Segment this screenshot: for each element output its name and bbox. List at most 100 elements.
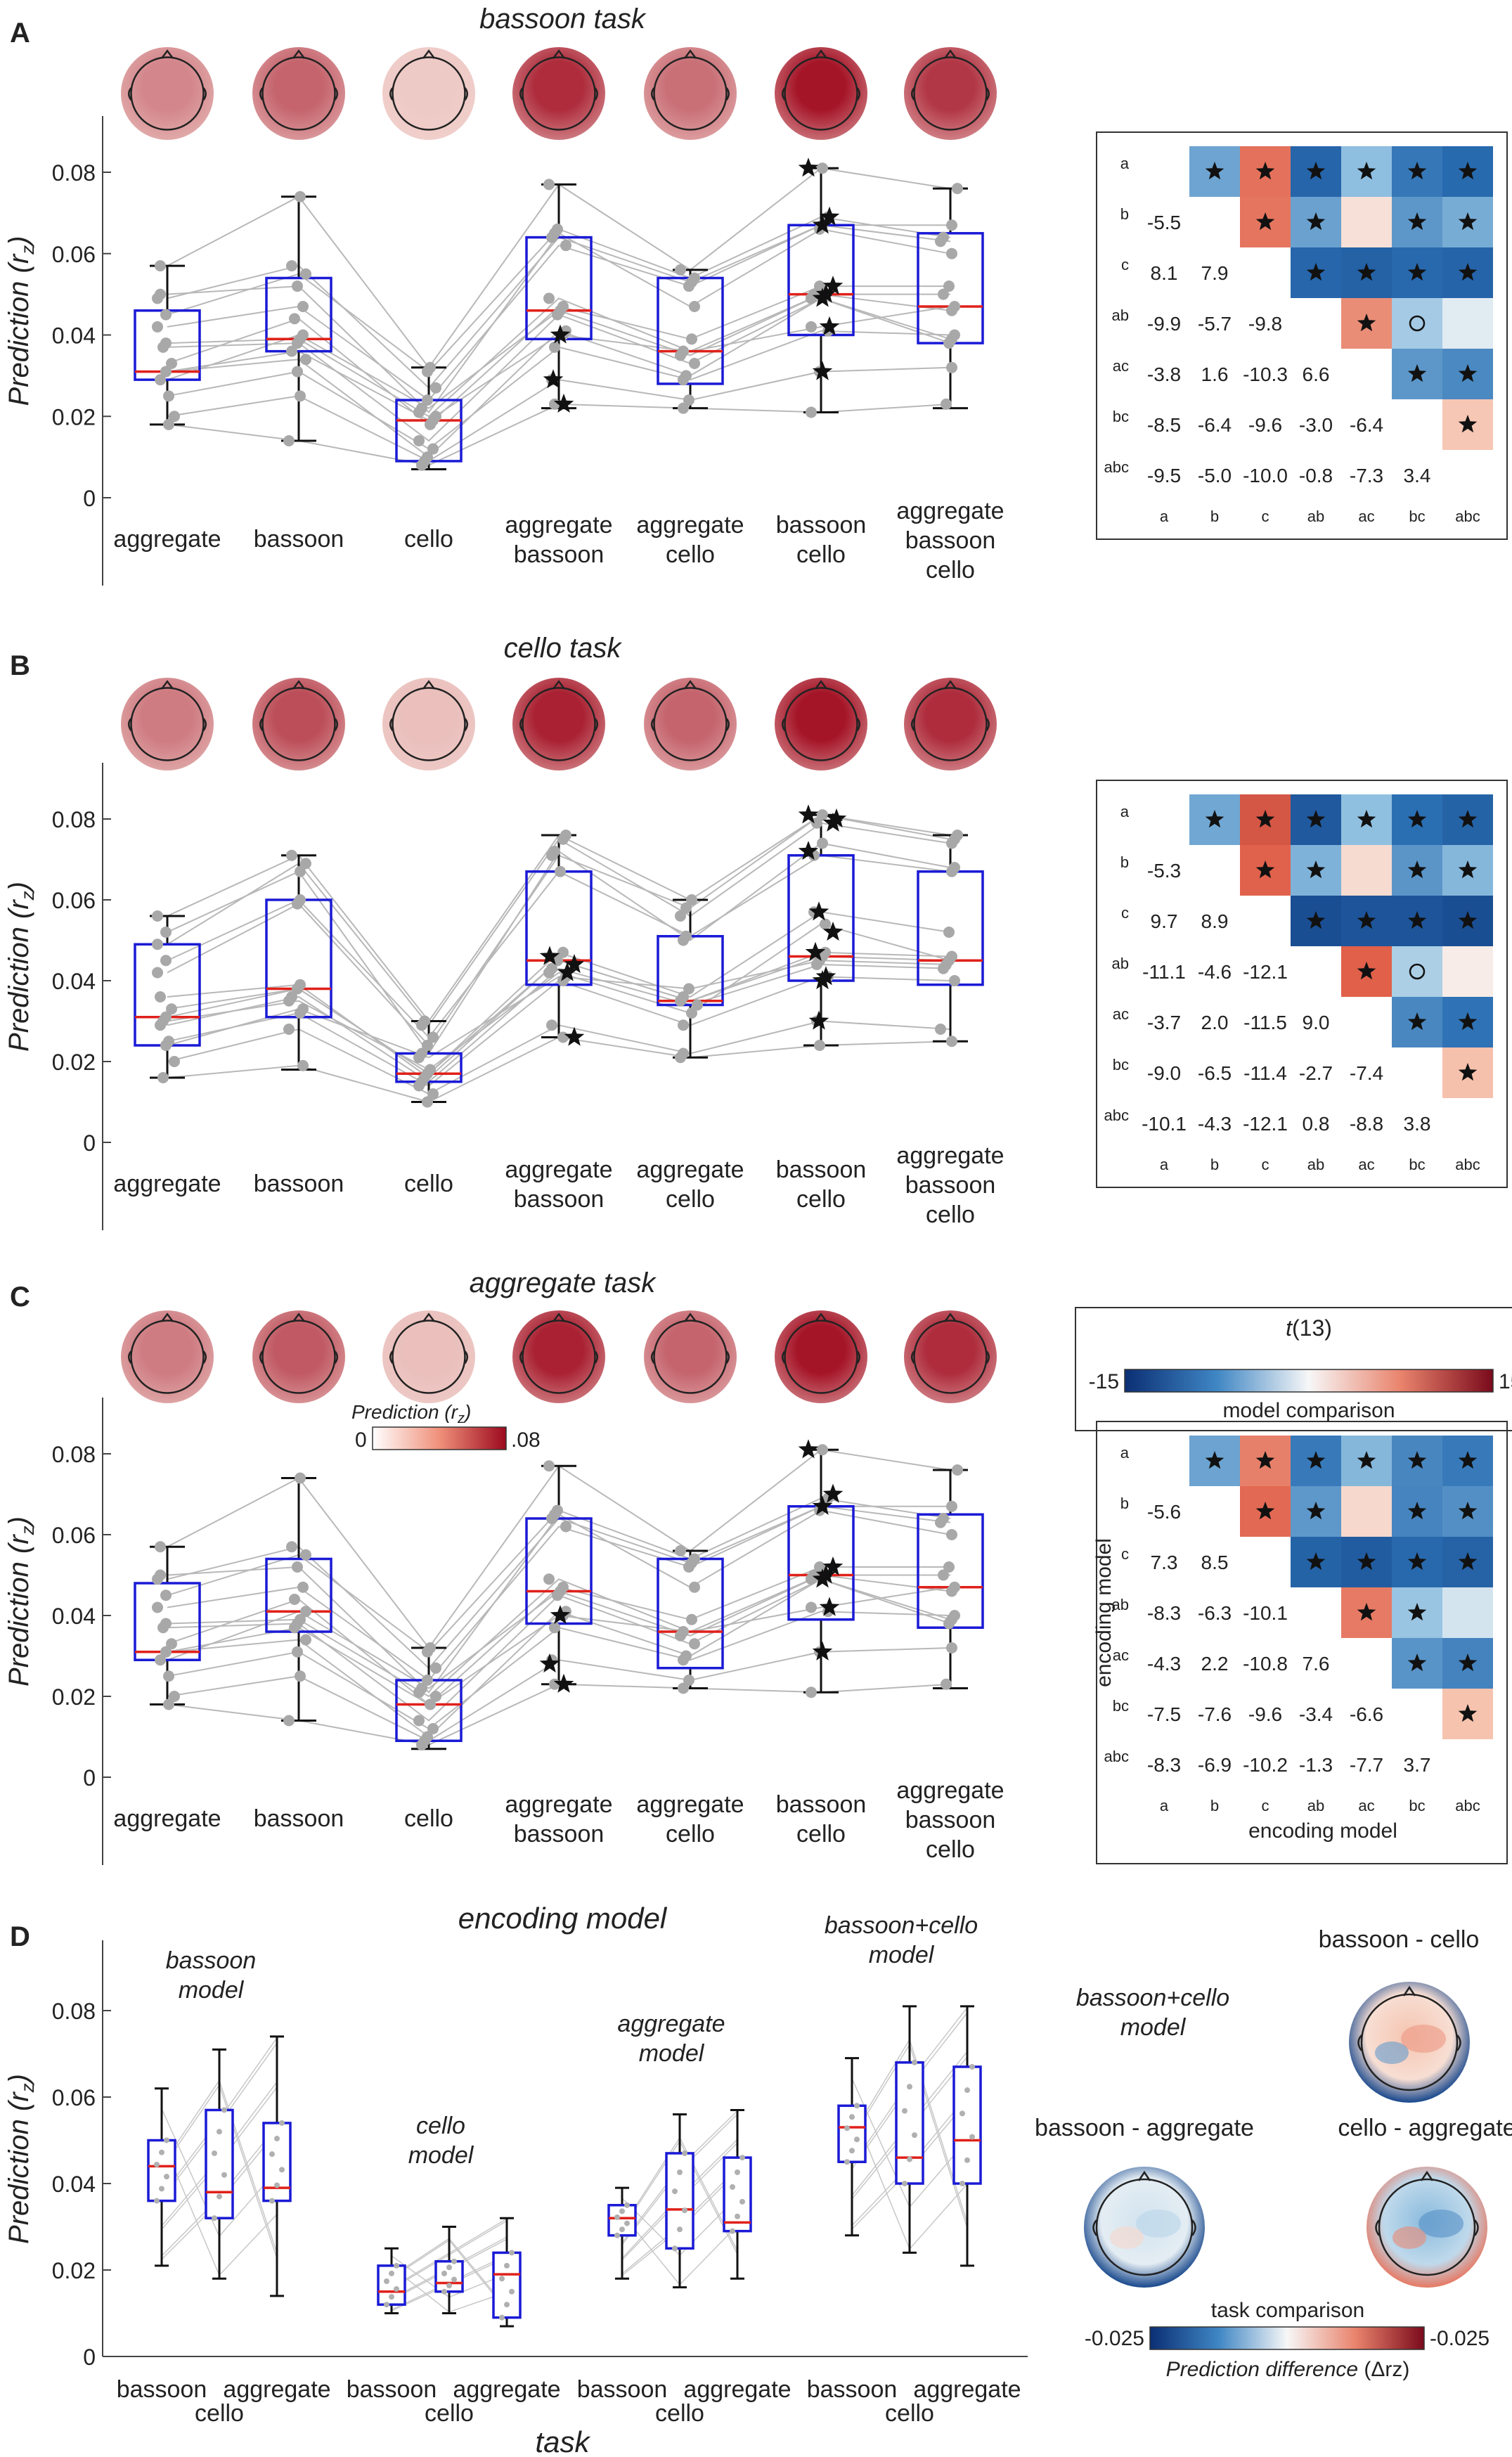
subject-point	[938, 288, 949, 300]
matrix-row-label: b	[1120, 205, 1129, 223]
subject-point	[614, 2232, 620, 2238]
subject-point	[672, 2188, 678, 2195]
matrix-row-label: c	[1121, 256, 1129, 273]
box	[147, 2139, 176, 2203]
subject-point	[212, 2215, 217, 2221]
subject-point	[295, 979, 306, 991]
matrix-t-value: 3.4	[1404, 465, 1431, 486]
matrix-t-value: -9.8	[1248, 313, 1282, 335]
subject-point	[279, 2120, 285, 2126]
matrix-star	[1458, 860, 1478, 879]
y-tick-label: 0.02	[52, 404, 96, 430]
matrix-frame	[1096, 131, 1508, 540]
subject-point	[166, 358, 177, 370]
matrix-star	[1357, 1552, 1376, 1571]
y-tick-label: 0.06	[52, 1523, 96, 1548]
topomap-disc	[644, 1310, 737, 1403]
subject-point	[274, 2136, 280, 2142]
subject-point	[155, 260, 166, 272]
category-label: aggregate	[113, 1171, 221, 1197]
matrix-star	[1255, 212, 1275, 231]
matrix-star	[1357, 1603, 1376, 1621]
significance-star	[543, 369, 564, 389]
box	[723, 2156, 752, 2233]
topomap-disc	[252, 47, 345, 140]
matrix-star	[1306, 810, 1326, 828]
matrix-star	[1205, 810, 1225, 828]
task-label: aggregate	[683, 2376, 791, 2403]
significance-star	[819, 316, 840, 336]
matrix-t-value: -7.3	[1350, 465, 1383, 486]
matrix-star	[1458, 1451, 1478, 1469]
matrix-t-value: -11.5	[1243, 1012, 1287, 1033]
significance-star	[812, 288, 833, 307]
matrix-t-value: -6.3	[1198, 1602, 1232, 1624]
ear-left	[127, 87, 132, 101]
nose-outline	[553, 49, 565, 59]
box-0	[134, 1582, 201, 1661]
ear-right	[202, 87, 207, 101]
matrix-t-value: -3.4	[1299, 1703, 1333, 1725]
subject-point	[163, 1670, 174, 1682]
category-label: aggregate	[896, 1142, 1004, 1169]
ear-right	[1456, 2034, 1461, 2051]
subject-point	[946, 1613, 957, 1625]
matrix-t-value: -3.7	[1147, 1012, 1181, 1033]
ear-left	[910, 718, 915, 731]
matrix-t-value: -6.9	[1198, 1754, 1232, 1776]
matrix-y-label: encoding model	[1092, 1538, 1116, 1687]
subject-point	[806, 406, 817, 418]
ear-left	[389, 1350, 394, 1364]
matrix-row-label: bc	[1113, 1697, 1129, 1715]
subject-point	[959, 2110, 965, 2117]
subject-point	[430, 411, 441, 423]
topomap-2	[382, 1310, 475, 1403]
comparison-matrix-B: a a -5.3 b b 9.7 8.9 c c -11.1 -4.6 -12.1 ab ab -3.7 2.…	[1096, 780, 1508, 1188]
subject-point	[735, 2169, 740, 2176]
x-axis-label: encoding model	[458, 1902, 668, 1935]
task-label: aggregate	[913, 2376, 1021, 2403]
significance-star	[553, 1673, 574, 1693]
y-tick-label: 0	[83, 486, 96, 511]
topomap-2	[382, 678, 475, 770]
subject-point	[672, 2245, 678, 2252]
subject-point	[689, 1638, 700, 1650]
nose-outline	[422, 680, 435, 690]
subject-point	[941, 398, 952, 410]
matrix-col-label: c	[1262, 508, 1269, 525]
matrix-t-value: -10.2	[1243, 1754, 1288, 1776]
matrix-t-value: -10.1	[1142, 1113, 1187, 1135]
subject-point	[152, 321, 163, 333]
subject-point	[938, 1569, 949, 1581]
subject-point	[160, 309, 172, 321]
topo-colorbar	[372, 1426, 507, 1450]
matrix-t-value: -7.5	[1147, 1703, 1181, 1725]
subject-point	[844, 2159, 850, 2165]
nose-outline	[815, 1313, 827, 1322]
topo-diff-title: cello - aggregate	[1338, 2115, 1512, 2141]
matrix-frame	[1096, 780, 1508, 1188]
category-label: cello	[796, 1186, 846, 1213]
head-outline	[130, 687, 205, 761]
significance-star	[819, 206, 840, 226]
matrix-t-value: -6.4	[1350, 414, 1383, 436]
head-outline	[653, 56, 728, 131]
nose-outline	[292, 1313, 305, 1322]
topomap-disc	[252, 678, 345, 770]
subject-point	[413, 1052, 425, 1064]
task-label: aggregate	[453, 2376, 560, 2403]
subject-point	[675, 910, 686, 922]
matrix-row-label: a	[1120, 803, 1130, 820]
matrix-col-label: ab	[1307, 1156, 1324, 1173]
subject-point	[394, 2286, 399, 2292]
nose-outline	[553, 680, 565, 690]
subject-point	[297, 1581, 309, 1593]
subject-point	[295, 1613, 306, 1625]
task-label: bassoon	[577, 2376, 668, 2403]
matrix-row-label: ab	[1112, 1596, 1129, 1613]
matrix-t-value: -1.3	[1299, 1754, 1333, 1776]
ear-right	[725, 718, 730, 731]
matrix-t-value: 0.8	[1303, 1113, 1330, 1135]
nose-outline	[292, 49, 305, 59]
